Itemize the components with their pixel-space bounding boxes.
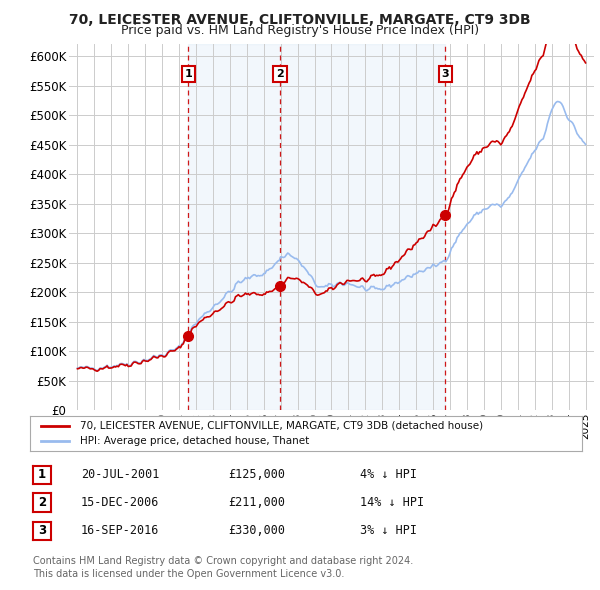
Text: 3: 3: [442, 69, 449, 78]
Text: £125,000: £125,000: [228, 468, 285, 481]
Text: 14% ↓ HPI: 14% ↓ HPI: [360, 496, 424, 509]
Text: This data is licensed under the Open Government Licence v3.0.: This data is licensed under the Open Gov…: [33, 569, 344, 579]
Text: 15-DEC-2006: 15-DEC-2006: [81, 496, 160, 509]
Bar: [188, 44, 445, 410]
Text: 20-JUL-2001: 20-JUL-2001: [81, 468, 160, 481]
Text: 1: 1: [38, 468, 46, 481]
Text: 70, LEICESTER AVENUE, CLIFTONVILLE, MARGATE, CT9 3DB: 70, LEICESTER AVENUE, CLIFTONVILLE, MARG…: [69, 13, 531, 27]
Text: £330,000: £330,000: [228, 525, 285, 537]
Text: £211,000: £211,000: [228, 496, 285, 509]
Text: 2: 2: [38, 496, 46, 509]
Text: 70, LEICESTER AVENUE, CLIFTONVILLE, MARGATE, CT9 3DB (detached house): 70, LEICESTER AVENUE, CLIFTONVILLE, MARG…: [80, 421, 483, 431]
Text: Price paid vs. HM Land Registry's House Price Index (HPI): Price paid vs. HM Land Registry's House …: [121, 24, 479, 37]
Text: Contains HM Land Registry data © Crown copyright and database right 2024.: Contains HM Land Registry data © Crown c…: [33, 556, 413, 566]
Text: 1: 1: [185, 69, 192, 78]
Text: 3% ↓ HPI: 3% ↓ HPI: [360, 525, 417, 537]
Text: 2: 2: [276, 69, 284, 78]
Text: 4% ↓ HPI: 4% ↓ HPI: [360, 468, 417, 481]
Text: 16-SEP-2016: 16-SEP-2016: [81, 525, 160, 537]
Text: HPI: Average price, detached house, Thanet: HPI: Average price, detached house, Than…: [80, 437, 309, 447]
Text: 3: 3: [38, 525, 46, 537]
